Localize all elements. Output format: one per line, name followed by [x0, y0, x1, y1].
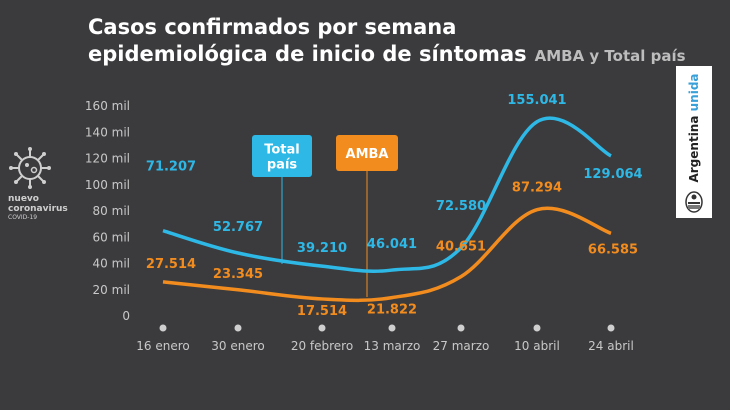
- data-label-amba: 23.345: [213, 267, 263, 282]
- x-tick-label: 10 abril: [514, 339, 560, 353]
- logo-text-coronavirus: coronavirus: [8, 204, 68, 214]
- x-tick-label: 16 enero: [136, 339, 189, 353]
- data-label-amba: 87.294: [512, 181, 562, 196]
- data-label-total: 72.580: [436, 199, 486, 214]
- chart-title: Casos confirmados por semana epidemiológ…: [88, 14, 686, 70]
- x-tick-dot: [159, 324, 167, 332]
- legend-label-total: país: [267, 158, 298, 173]
- virus-icon: [9, 147, 51, 189]
- logo-text-covid: COVID-19: [8, 214, 38, 221]
- x-tick-dot: [388, 324, 396, 332]
- y-tick-label: 20 mil: [93, 283, 130, 297]
- data-label-total: 129.064: [583, 167, 642, 182]
- data-label-total: 71.207: [146, 160, 196, 175]
- data-label-amba: 40.651: [436, 240, 486, 255]
- series-line-amba: [162, 206, 612, 303]
- series-lines: [162, 116, 612, 303]
- data-label-amba: 21.822: [367, 303, 417, 318]
- x-tick-label: 30 enero: [211, 339, 264, 353]
- data-label-total: 52.767: [213, 220, 263, 235]
- y-axis: 0 20 mil 40 mil 60 mil 80 mil 100 mil 120 mil 1…: [85, 99, 130, 323]
- x-tick-label: 24 abril: [588, 339, 634, 353]
- x-tick-label: 13 marzo: [364, 339, 421, 353]
- x-tick-label: 27 marzo: [433, 339, 490, 353]
- national-emblem-icon: [685, 191, 703, 213]
- callout-box-total: [252, 135, 312, 177]
- legend-label-total: Total: [264, 143, 300, 158]
- chart-subtitle: AMBA y Total país: [534, 47, 686, 65]
- x-tick-dot: [318, 324, 326, 332]
- title-line-1: Casos confirmados por semana: [88, 15, 457, 39]
- argentina-unida-logo: Argentina unida: [676, 66, 712, 218]
- y-tick-label: 80 mil: [93, 204, 130, 218]
- y-tick-label: 100 mil: [85, 178, 130, 192]
- x-tick-label: 20 febrero: [291, 339, 353, 353]
- coronavirus-logo: nuevo coronavirus COVID-19: [8, 146, 78, 222]
- logo-text-nuevo: nuevo: [8, 194, 39, 204]
- x-axis: 16 enero 30 enero 20 febrero 13 marzo 27 mar…: [136, 324, 634, 353]
- x-tick-dot: [234, 324, 242, 332]
- x-tick-dot: [457, 324, 465, 332]
- x-tick-dot: [607, 324, 615, 332]
- callout-box-amba: [336, 135, 398, 171]
- series-line-total: [162, 116, 612, 274]
- data-label-total: 155.041: [507, 93, 566, 108]
- y-tick-label: 120 mil: [85, 152, 130, 166]
- title-line-2: epidemiológica de inicio de síntomas AMBA…: [88, 41, 686, 70]
- y-tick-label: 140 mil: [85, 125, 130, 139]
- y-tick-label: 40 mil: [93, 257, 130, 271]
- data-label-total: 39.210: [297, 241, 347, 256]
- y-tick-label: 60 mil: [93, 230, 130, 244]
- data-label-total: 46.041: [367, 237, 417, 252]
- title-line-2-text: epidemiológica de inicio de síntomas: [88, 42, 527, 66]
- legend-label-amba: AMBA: [346, 147, 389, 162]
- data-label-amba: 17.514: [297, 304, 347, 319]
- x-tick-dot: [533, 324, 541, 332]
- data-labels: 71.207 52.767 39.210 46.041 72.580 155.041 129…: [146, 93, 643, 319]
- y-tick-label: 160 mil: [85, 99, 130, 113]
- y-tick-label: 0: [122, 309, 130, 323]
- data-label-amba: 66.585: [588, 242, 638, 257]
- data-label-amba: 27.514: [146, 257, 196, 272]
